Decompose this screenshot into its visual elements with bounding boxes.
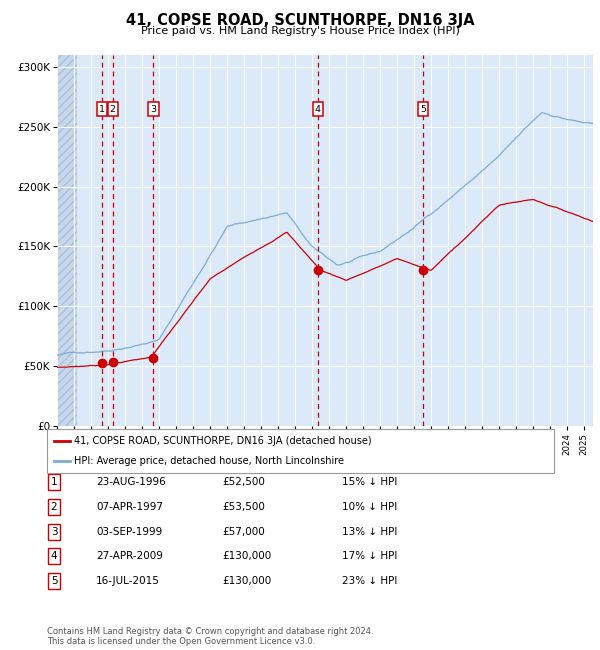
Text: 3: 3 xyxy=(50,526,58,537)
Text: £57,000: £57,000 xyxy=(222,526,265,537)
Text: 10% ↓ HPI: 10% ↓ HPI xyxy=(342,502,397,512)
Text: 27-APR-2009: 27-APR-2009 xyxy=(96,551,163,562)
Text: 4: 4 xyxy=(50,551,58,562)
Text: HPI: Average price, detached house, North Lincolnshire: HPI: Average price, detached house, Nort… xyxy=(74,456,344,466)
Text: Price paid vs. HM Land Registry's House Price Index (HPI): Price paid vs. HM Land Registry's House … xyxy=(140,26,460,36)
Text: 13% ↓ HPI: 13% ↓ HPI xyxy=(342,526,397,537)
Text: 41, COPSE ROAD, SCUNTHORPE, DN16 3JA (detached house): 41, COPSE ROAD, SCUNTHORPE, DN16 3JA (de… xyxy=(74,436,371,446)
Text: 15% ↓ HPI: 15% ↓ HPI xyxy=(342,477,397,488)
Text: 1: 1 xyxy=(50,477,58,488)
Text: 03-SEP-1999: 03-SEP-1999 xyxy=(96,526,162,537)
Text: 23% ↓ HPI: 23% ↓ HPI xyxy=(342,576,397,586)
Text: 23-AUG-1996: 23-AUG-1996 xyxy=(96,477,166,488)
Bar xyxy=(57,55,77,426)
Text: £53,500: £53,500 xyxy=(222,502,265,512)
Text: Contains HM Land Registry data © Crown copyright and database right 2024.: Contains HM Land Registry data © Crown c… xyxy=(47,627,373,636)
Text: £52,500: £52,500 xyxy=(222,477,265,488)
Text: 17% ↓ HPI: 17% ↓ HPI xyxy=(342,551,397,562)
Text: 5: 5 xyxy=(50,576,58,586)
Text: 5: 5 xyxy=(421,105,427,114)
Text: 2: 2 xyxy=(110,105,116,114)
Text: This data is licensed under the Open Government Licence v3.0.: This data is licensed under the Open Gov… xyxy=(47,637,315,646)
Text: 2: 2 xyxy=(50,502,58,512)
Text: 1: 1 xyxy=(99,105,105,114)
Text: 07-APR-1997: 07-APR-1997 xyxy=(96,502,163,512)
Text: 16-JUL-2015: 16-JUL-2015 xyxy=(96,576,160,586)
Text: 4: 4 xyxy=(314,105,320,114)
Text: £130,000: £130,000 xyxy=(222,551,271,562)
Text: 41, COPSE ROAD, SCUNTHORPE, DN16 3JA: 41, COPSE ROAD, SCUNTHORPE, DN16 3JA xyxy=(125,13,475,28)
Text: 3: 3 xyxy=(151,105,157,114)
Text: £130,000: £130,000 xyxy=(222,576,271,586)
